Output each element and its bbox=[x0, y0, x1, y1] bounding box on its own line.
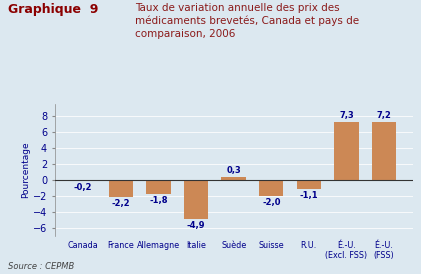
Text: -4,9: -4,9 bbox=[187, 221, 205, 230]
Bar bbox=[146, 180, 171, 194]
Text: Source : CEPMB: Source : CEPMB bbox=[8, 262, 75, 271]
Bar bbox=[71, 180, 96, 181]
Y-axis label: Pourcentage: Pourcentage bbox=[21, 142, 30, 198]
Bar bbox=[259, 180, 283, 196]
Bar bbox=[372, 122, 396, 180]
Text: 7,3: 7,3 bbox=[339, 111, 354, 120]
Bar bbox=[184, 180, 208, 219]
Bar bbox=[221, 178, 246, 180]
Text: -2,2: -2,2 bbox=[112, 199, 130, 208]
Bar bbox=[109, 180, 133, 197]
Text: 7,2: 7,2 bbox=[377, 112, 392, 121]
Text: Taux de variation annuelle des prix des
médicaments brevetés, Canada et pays de
: Taux de variation annuelle des prix des … bbox=[135, 3, 359, 39]
Text: 0,3: 0,3 bbox=[226, 167, 241, 175]
Text: Graphique  9: Graphique 9 bbox=[8, 3, 99, 16]
Bar bbox=[297, 180, 321, 189]
Bar bbox=[334, 122, 359, 180]
Text: -1,8: -1,8 bbox=[149, 196, 168, 205]
Text: -2,0: -2,0 bbox=[262, 198, 280, 207]
Text: -0,2: -0,2 bbox=[74, 183, 93, 192]
Text: -1,1: -1,1 bbox=[300, 191, 318, 199]
